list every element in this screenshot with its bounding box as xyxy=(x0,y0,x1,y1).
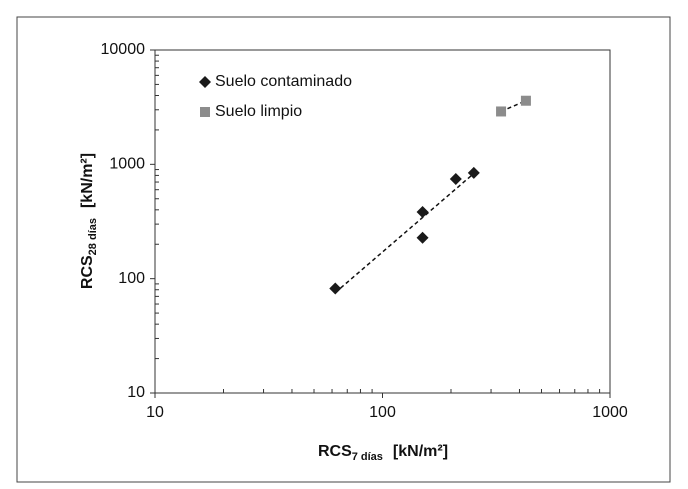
x-tick-label: 1000 xyxy=(592,404,628,421)
data-point xyxy=(329,282,342,295)
data-point xyxy=(496,106,507,117)
x-label-main: RCS xyxy=(318,443,352,460)
y-label-sub: 28 días xyxy=(87,218,99,255)
data-point xyxy=(467,166,480,179)
frame xyxy=(16,16,671,483)
x-axis-label: RCS7 días [kN/m²] xyxy=(318,443,448,463)
trend-line xyxy=(334,172,475,294)
data-point xyxy=(449,172,462,185)
y-tick-label: 100 xyxy=(118,270,145,287)
legend-marker xyxy=(199,76,211,88)
x-label-sub: 7 días xyxy=(352,451,383,463)
legend-label: Suelo limpio xyxy=(215,103,302,120)
y-axis-label: RCS28 días [kN/m²] xyxy=(79,153,99,289)
x-tick-label: 100 xyxy=(369,404,396,421)
y-tick-label: 10000 xyxy=(101,41,146,58)
y-label-unit: [kN/m²] xyxy=(79,153,96,208)
legend-label: Suelo contaminado xyxy=(215,73,352,90)
x-tick-label: 10 xyxy=(146,404,164,421)
legend-marker xyxy=(200,107,210,117)
y-tick-label: 10 xyxy=(127,384,145,401)
data-point xyxy=(520,95,531,106)
plot-area xyxy=(154,49,611,394)
x-label-unit: [kN/m²] xyxy=(393,443,448,460)
data-point xyxy=(416,231,429,244)
y-label-main: RCS xyxy=(79,255,96,289)
y-tick-label: 1000 xyxy=(109,156,145,173)
data-point xyxy=(416,205,429,218)
